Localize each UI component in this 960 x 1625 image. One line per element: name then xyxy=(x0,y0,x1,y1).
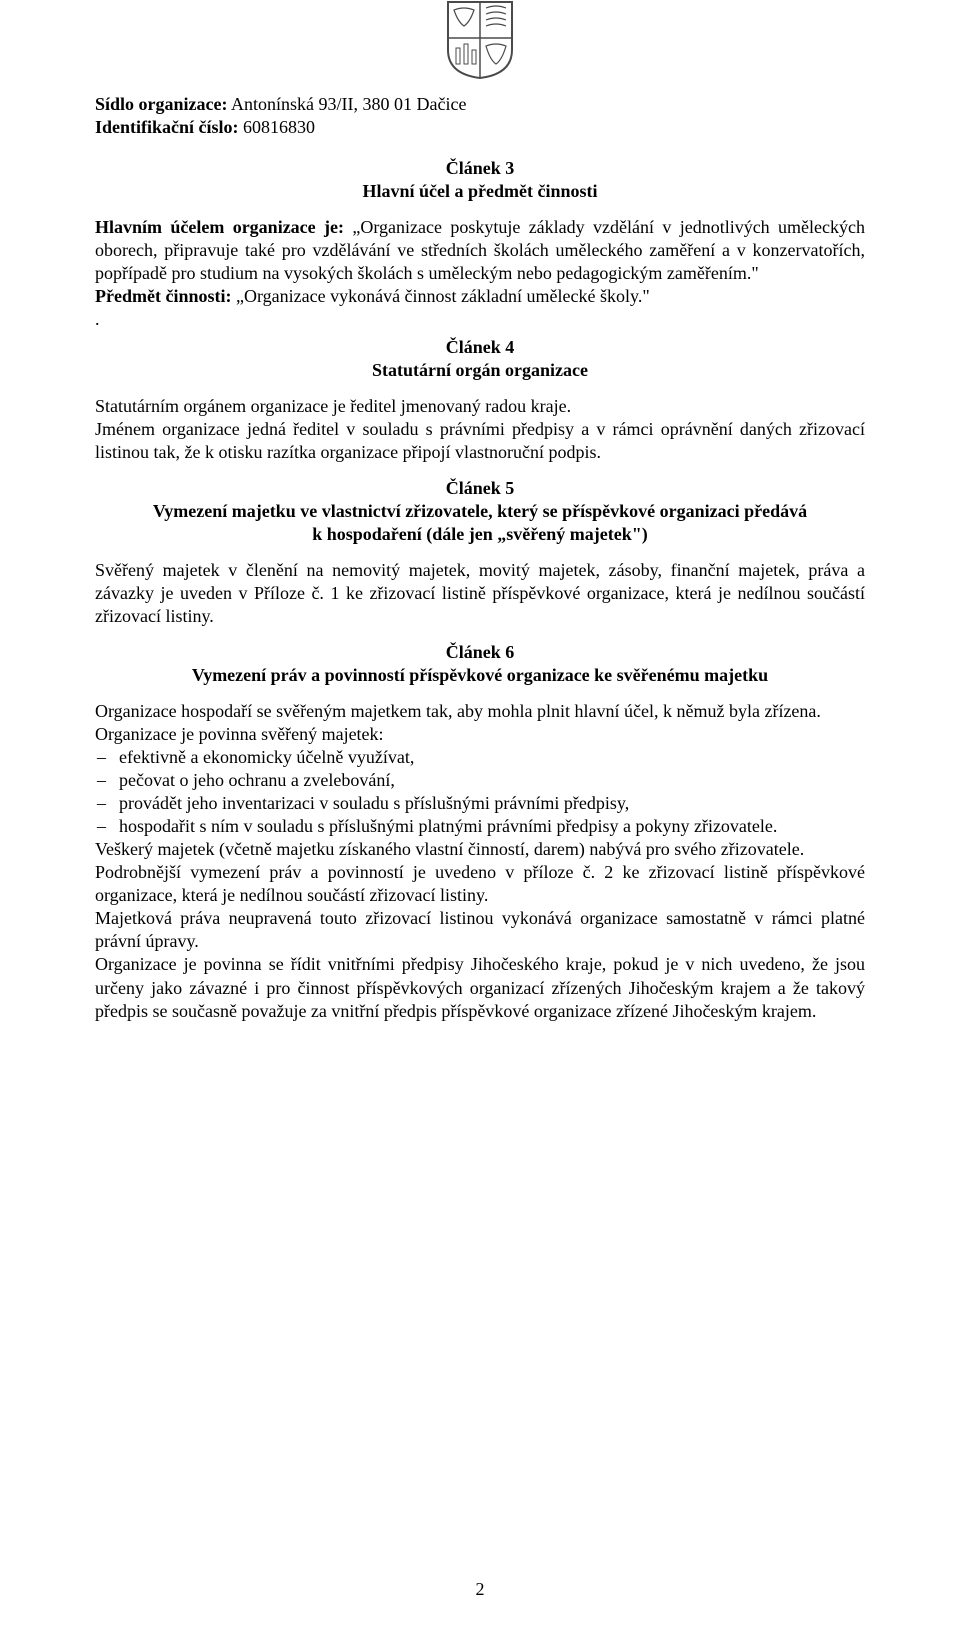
bullet-text: provádět jeho inventarizaci v souladu s … xyxy=(119,792,865,815)
page-number: 2 xyxy=(0,1579,960,1600)
document-page: Sídlo organizace: Antonínská 93/II, 380 … xyxy=(0,0,960,1625)
article-3-subtitle: Hlavní účel a předmět činnosti xyxy=(95,181,865,202)
coat-of-arms-icon xyxy=(446,0,514,80)
article-4-p1: Statutárním orgánem organizace je ředite… xyxy=(95,395,865,418)
article-6-p4: Podrobnější vymezení práv a povinností j… xyxy=(95,861,865,907)
organization-header: Sídlo organizace: Antonínská 93/II, 380 … xyxy=(95,93,865,140)
article-6-p5: Majetková práva neupravená touto zřizova… xyxy=(95,907,865,953)
subject-label: Předmět činnosti: xyxy=(95,286,231,306)
article-4-p2: Jménem organizace jedná ředitel v soulad… xyxy=(95,418,865,464)
id-label: Identifikační číslo: xyxy=(95,117,239,137)
article-6-p3: Veškerý majetek (včetně majetku získanéh… xyxy=(95,838,865,861)
dash-icon: – xyxy=(95,769,119,792)
article-3-title: Článek 3 xyxy=(95,158,865,179)
article-6-title: Článek 6 xyxy=(95,642,865,663)
dash-icon: – xyxy=(95,746,119,769)
bullet-text: efektivně a ekonomicky účelně využívat, xyxy=(119,746,865,769)
id-value: 60816830 xyxy=(239,117,316,137)
purpose-label: Hlavním účelem organizace je: xyxy=(95,217,344,237)
article-3-subject: Předmět činnosti: „Organizace vykonává č… xyxy=(95,285,865,308)
list-item: – hospodařit s ním v souladu s příslušný… xyxy=(95,815,865,838)
dash-icon: – xyxy=(95,815,119,838)
article-6-p6: Organizace je povinna se řídit vnitřními… xyxy=(95,953,865,1022)
dash-icon: – xyxy=(95,792,119,815)
article-6-p2: Organizace je povinna svěřený majetek: xyxy=(95,723,865,746)
bullet-text: pečovat o jeho ochranu a zvelebování, xyxy=(119,769,865,792)
article-5-title: Článek 5 xyxy=(95,478,865,499)
article-4-subtitle: Statutární orgán organizace xyxy=(95,360,865,381)
article-5-subtitle-l1: Vymezení majetku ve vlastnictví zřizovat… xyxy=(95,501,865,522)
list-item: – provádět jeho inventarizaci v souladu … xyxy=(95,792,865,815)
seat-label: Sídlo organizace: xyxy=(95,94,228,114)
crest-emblem xyxy=(95,0,865,85)
article-6-p1: Organizace hospodaří se svěřeným majetke… xyxy=(95,700,865,723)
article-6-subtitle: Vymezení práv a povinností příspěvkové o… xyxy=(95,665,865,686)
bullet-text: hospodařit s ním v souladu s příslušnými… xyxy=(119,815,865,838)
article-5-p1: Svěřený majetek v členění na nemovitý ma… xyxy=(95,559,865,628)
article-3-trailing-dot: . xyxy=(95,308,865,331)
list-item: – pečovat o jeho ochranu a zvelebování, xyxy=(95,769,865,792)
subject-text: „Organizace vykonává činnost základní um… xyxy=(231,286,649,306)
seat-value: Antonínská 93/II, 380 01 Dačice xyxy=(228,94,467,114)
article-6-bullet-list: – efektivně a ekonomicky účelně využívat… xyxy=(95,746,865,838)
article-3-purpose: Hlavním účelem organizace je: „Organizac… xyxy=(95,216,865,285)
article-4-title: Článek 4 xyxy=(95,337,865,358)
article-5-subtitle-l2: k hospodaření (dále jen „svěřený majetek… xyxy=(95,524,865,545)
list-item: – efektivně a ekonomicky účelně využívat… xyxy=(95,746,865,769)
